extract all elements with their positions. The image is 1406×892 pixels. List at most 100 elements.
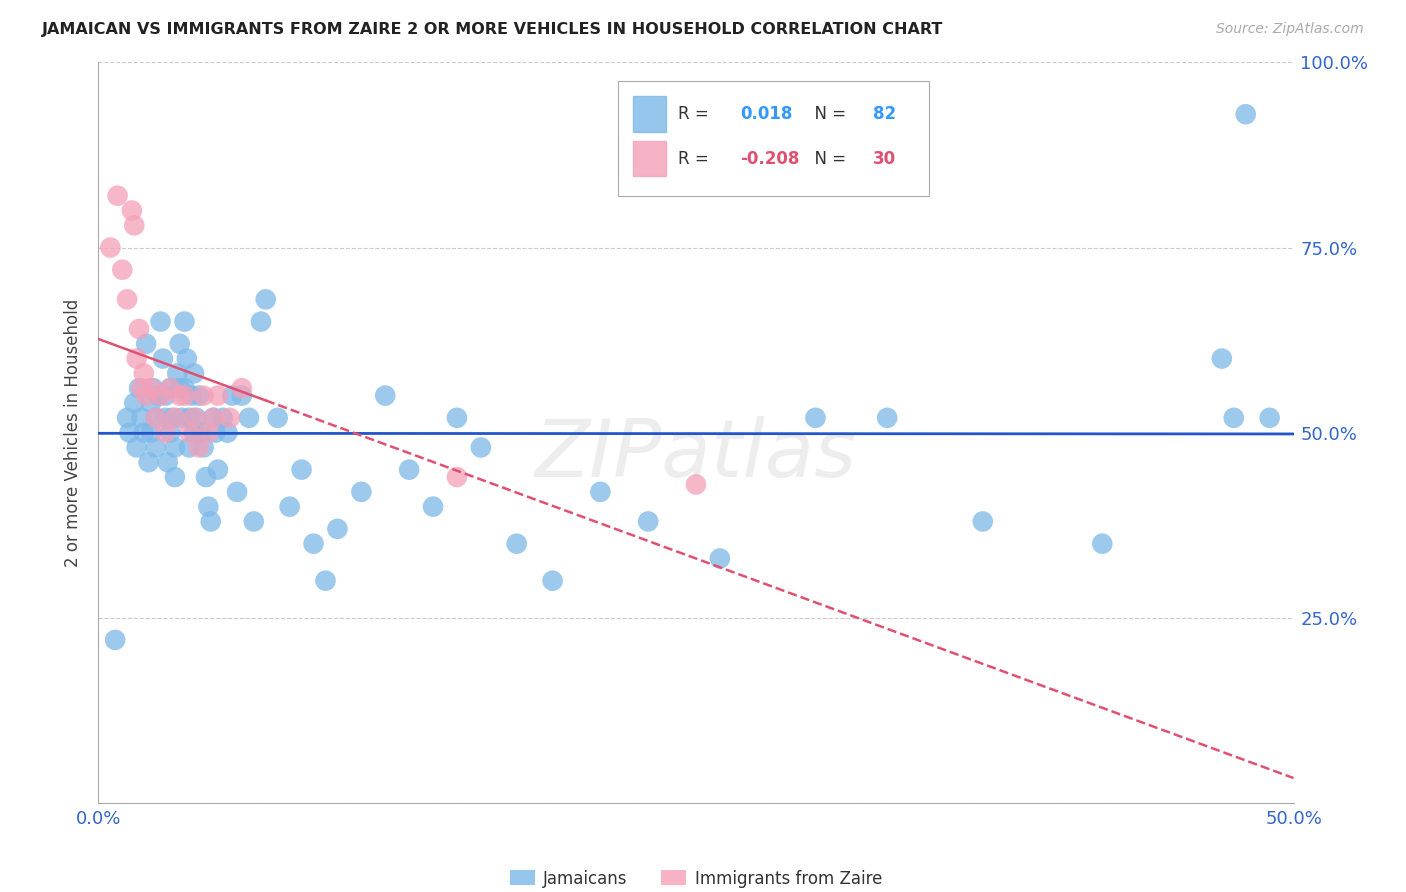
Point xyxy=(145,410,167,425)
Y-axis label: 2 or more Vehicles in Household: 2 or more Vehicles in Household xyxy=(65,299,83,566)
Point xyxy=(135,388,157,402)
Point xyxy=(398,462,420,476)
Point xyxy=(149,388,172,402)
Point xyxy=(876,410,898,425)
Point xyxy=(972,515,994,529)
Point xyxy=(179,410,201,425)
Point xyxy=(173,314,195,328)
Point xyxy=(202,410,225,425)
Point xyxy=(190,425,212,440)
Text: N =: N = xyxy=(804,105,851,123)
Text: 82: 82 xyxy=(873,105,896,123)
Point xyxy=(470,441,492,455)
Point xyxy=(637,515,659,529)
Point xyxy=(142,381,165,395)
Point xyxy=(202,410,225,425)
Point xyxy=(238,410,260,425)
FancyBboxPatch shape xyxy=(619,81,929,195)
Point xyxy=(183,367,205,381)
Point xyxy=(250,314,273,328)
Point xyxy=(350,484,373,499)
Point xyxy=(162,410,184,425)
Point xyxy=(291,462,314,476)
Point xyxy=(219,410,242,425)
Text: 30: 30 xyxy=(873,150,896,168)
Text: R =: R = xyxy=(678,150,714,168)
Text: JAMAICAN VS IMMIGRANTS FROM ZAIRE 2 OR MORE VEHICLES IN HOUSEHOLD CORRELATION CH: JAMAICAN VS IMMIGRANTS FROM ZAIRE 2 OR M… xyxy=(42,22,943,37)
Point xyxy=(204,425,226,440)
Point xyxy=(226,484,249,499)
Point xyxy=(125,441,148,455)
Text: Source: ZipAtlas.com: Source: ZipAtlas.com xyxy=(1216,22,1364,37)
Point xyxy=(155,388,177,402)
Point xyxy=(207,462,229,476)
Point xyxy=(217,425,239,440)
Point xyxy=(685,477,707,491)
Point xyxy=(169,336,191,351)
Point xyxy=(128,322,150,336)
Point xyxy=(231,388,253,402)
Point xyxy=(422,500,444,514)
Point xyxy=(506,536,529,550)
Point xyxy=(267,410,290,425)
Point xyxy=(121,203,143,218)
Point xyxy=(374,388,396,402)
Point xyxy=(207,388,229,402)
Point xyxy=(183,410,205,425)
Point xyxy=(804,410,827,425)
Point xyxy=(149,314,172,328)
Point xyxy=(131,381,153,395)
Point xyxy=(183,425,205,440)
Point xyxy=(173,381,195,395)
Point xyxy=(155,425,177,440)
Text: 0.018: 0.018 xyxy=(740,105,793,123)
Point xyxy=(589,484,612,499)
Point xyxy=(132,367,155,381)
Point xyxy=(231,381,253,395)
Point xyxy=(278,500,301,514)
Point xyxy=(145,410,167,425)
Point xyxy=(148,388,170,402)
Point xyxy=(104,632,127,647)
Point xyxy=(176,351,198,366)
Point xyxy=(111,262,134,277)
Point xyxy=(159,425,181,440)
Point xyxy=(135,336,157,351)
Point xyxy=(163,470,186,484)
Point xyxy=(211,410,233,425)
Point xyxy=(446,470,468,484)
Point xyxy=(118,425,141,440)
Point xyxy=(709,551,731,566)
Point xyxy=(326,522,349,536)
Bar xyxy=(633,96,666,132)
Point xyxy=(124,219,146,233)
Point xyxy=(115,410,138,425)
Point xyxy=(132,425,155,440)
Point xyxy=(128,381,150,395)
Point xyxy=(200,515,222,529)
Point xyxy=(145,441,167,455)
Point xyxy=(1258,410,1281,425)
Point xyxy=(243,515,266,529)
Point xyxy=(1234,107,1257,121)
Point xyxy=(180,388,202,402)
Point xyxy=(193,441,215,455)
Point xyxy=(187,441,209,455)
Point xyxy=(152,351,174,366)
Point xyxy=(1091,536,1114,550)
Point xyxy=(169,381,191,395)
Point xyxy=(172,410,194,425)
Point xyxy=(541,574,564,588)
Point xyxy=(139,381,162,395)
Point xyxy=(193,388,215,402)
Point xyxy=(254,293,277,307)
Point xyxy=(195,470,218,484)
Point xyxy=(173,388,195,402)
Point xyxy=(156,455,179,469)
Bar xyxy=(633,141,666,177)
Legend: Jamaicans, Immigrants from Zaire: Jamaicans, Immigrants from Zaire xyxy=(503,863,889,892)
Point xyxy=(186,410,208,425)
Point xyxy=(124,396,146,410)
Point xyxy=(179,441,201,455)
Point xyxy=(139,425,162,440)
